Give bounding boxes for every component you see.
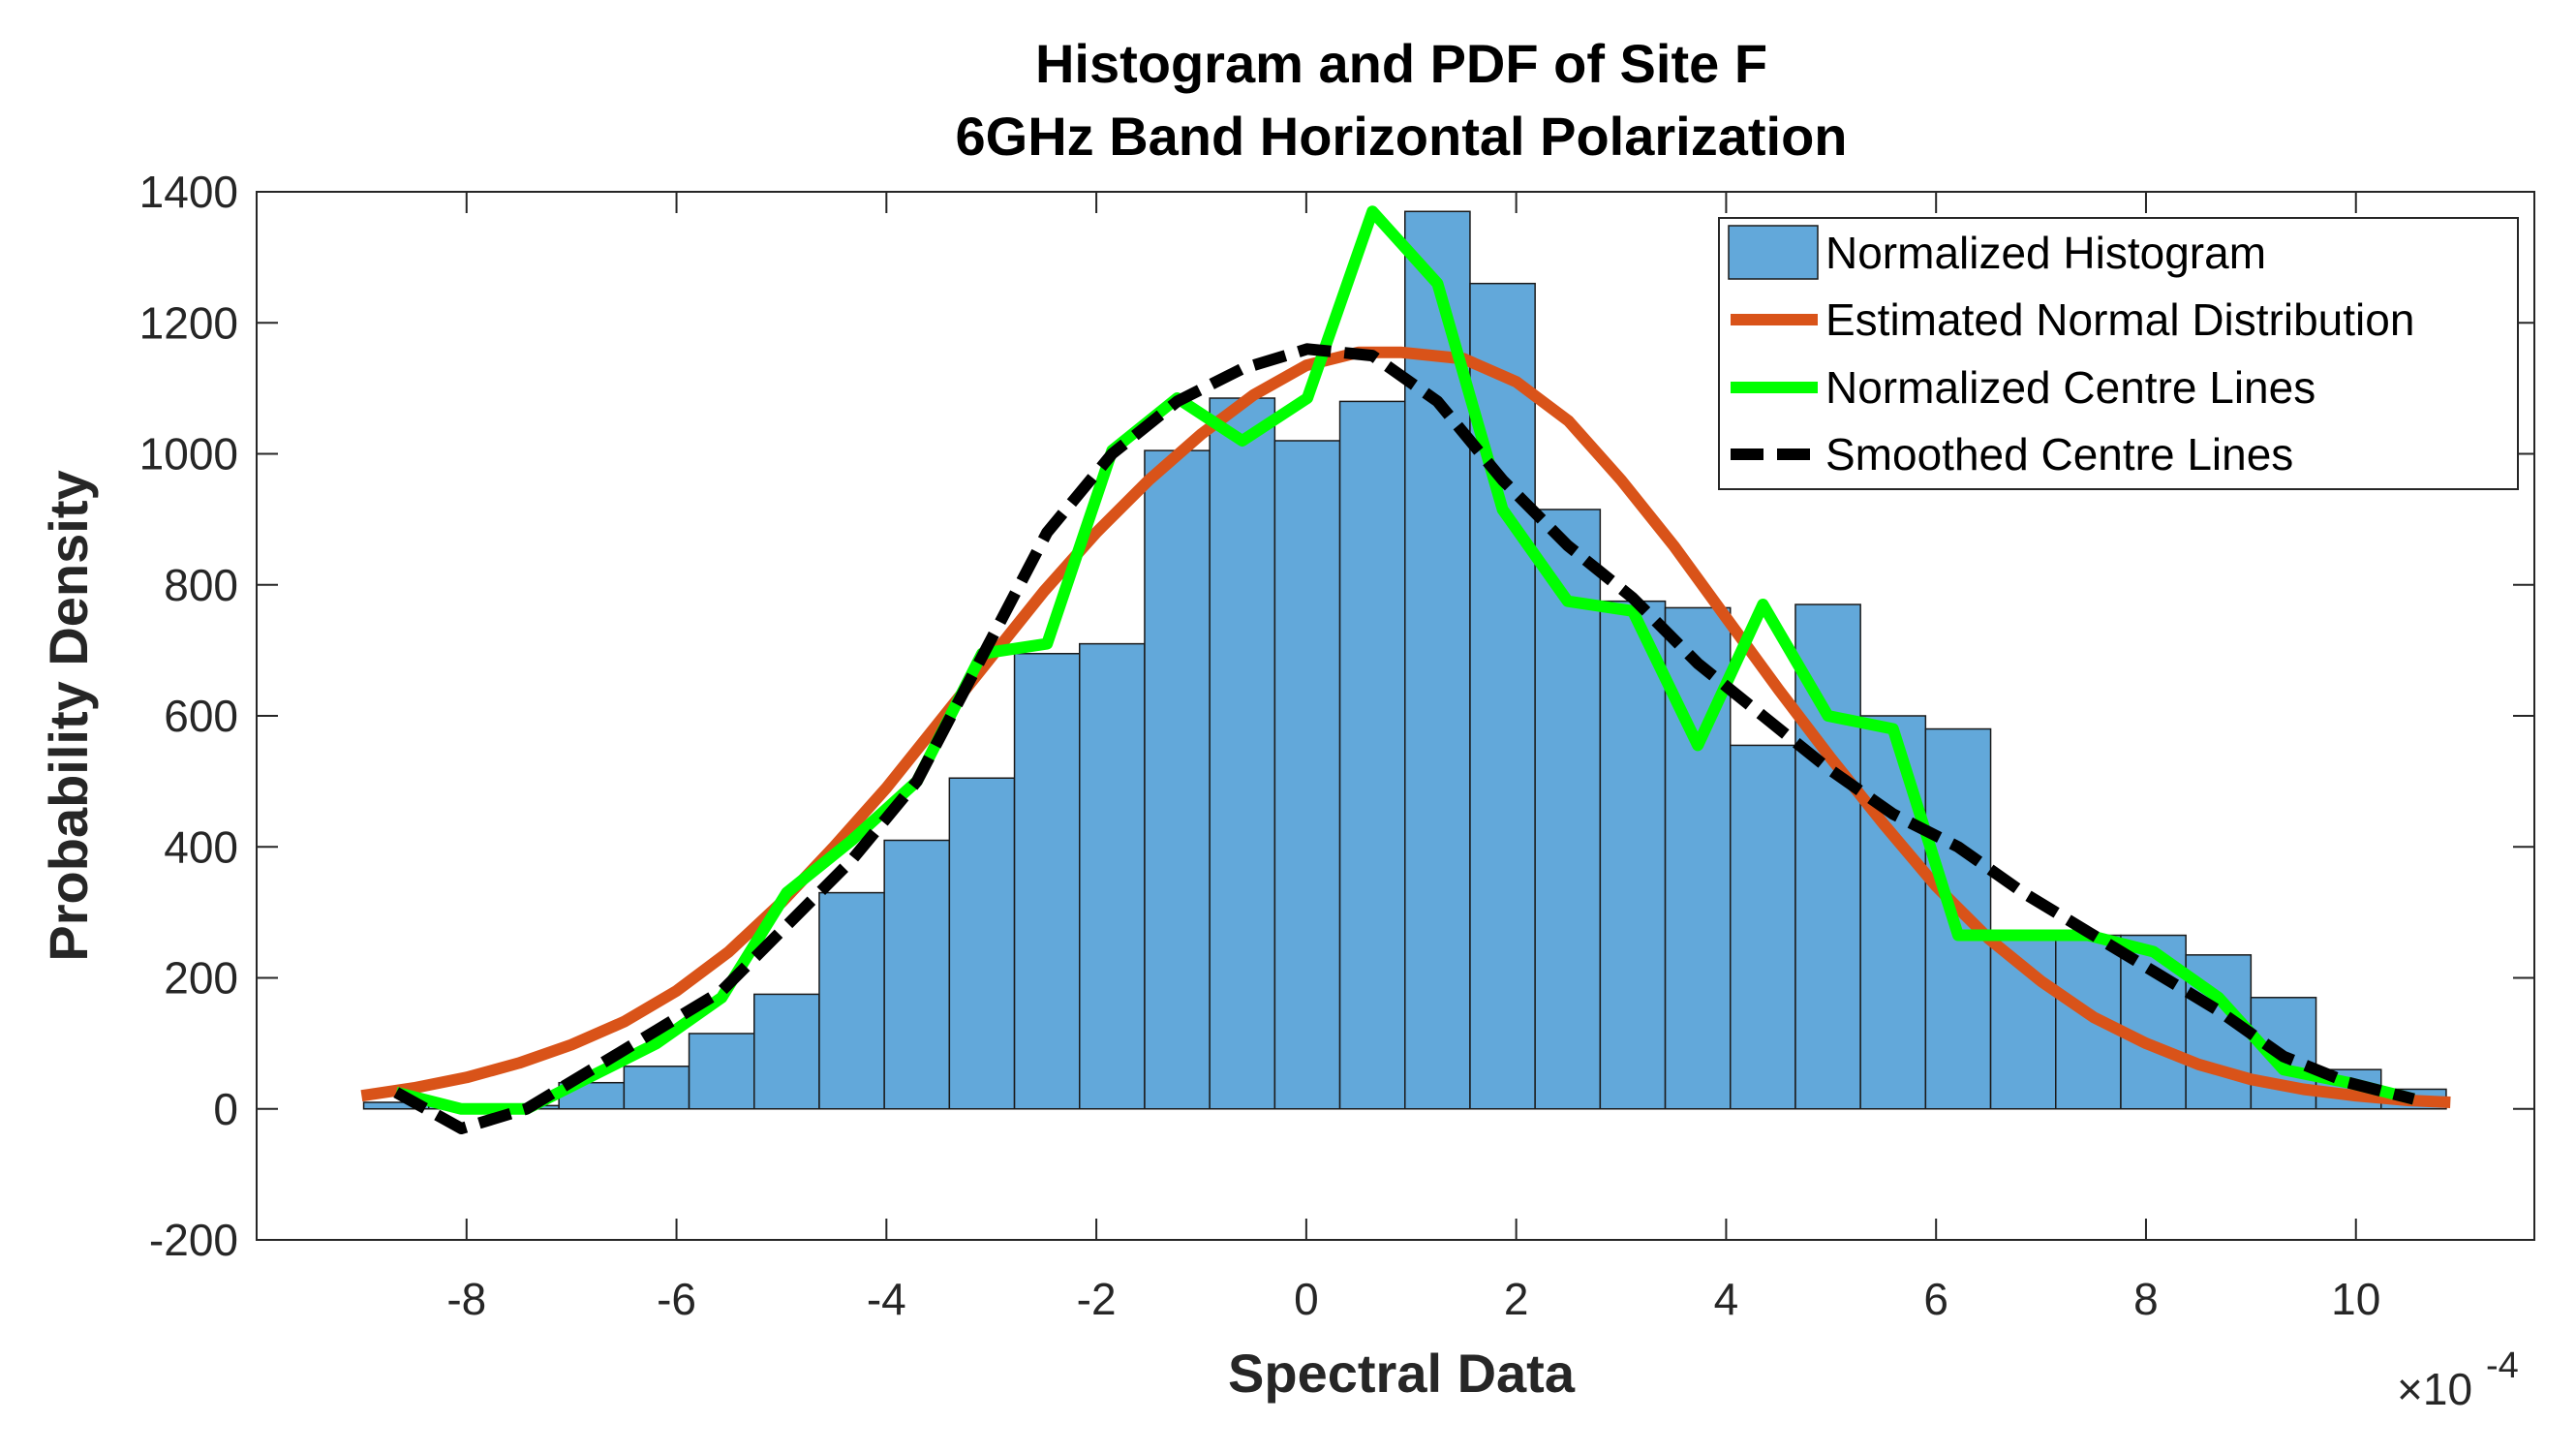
x-tick-label: 8: [2133, 1274, 2159, 1324]
legend-label-normal: Estimated Normal Distribution: [1825, 294, 2414, 345]
x-exponent-base: ×10: [2397, 1364, 2472, 1414]
smoothed-centre-lines-line: [393, 343, 2415, 1134]
y-tick-label: 1400: [139, 167, 238, 217]
x-exponent-power: -4: [2486, 1345, 2519, 1386]
histogram-bar: [1013, 653, 1081, 1110]
x-tick-label: -4: [867, 1274, 906, 1324]
x-tick-label: -6: [657, 1274, 696, 1324]
histogram-bar: [1730, 744, 1796, 1110]
histogram-bar: [623, 1066, 690, 1110]
normal-distribution-line: [360, 346, 2451, 1108]
legend-label-histogram: Normalized Histogram: [1825, 228, 2266, 278]
y-axis-label: Probability Density: [38, 470, 99, 961]
legend-swatch-histogram: [1728, 225, 1819, 280]
legend-box: [1718, 217, 2519, 490]
y-tick-label: 400: [164, 821, 238, 872]
series-lines: [360, 205, 2451, 1134]
histogram-bar: [1079, 642, 1146, 1110]
y-tick-label: 200: [164, 953, 238, 1004]
y-tick-label: 1200: [139, 297, 238, 348]
x-tick-label: -8: [446, 1274, 486, 1324]
x-tick-label: 2: [1504, 1274, 1529, 1324]
legend-label-smoothed: Smoothed Centre Lines: [1825, 429, 2293, 479]
legend-label-centre: Normalized Centre Lines: [1825, 362, 2315, 413]
x-tick-label: 10: [2331, 1274, 2380, 1324]
y-axis-ticks: -200 0 200 400 600 800 1000 1200 1400: [139, 167, 2534, 1265]
y-tick-label: 0: [213, 1084, 238, 1134]
y-tick-label: -200: [149, 1215, 238, 1265]
histogram-bar: [688, 1033, 755, 1110]
histogram-bar: [1469, 282, 1536, 1110]
x-axis-exponent: ×10 -4: [2397, 1345, 2519, 1414]
histogram-bar: [883, 839, 951, 1110]
histogram-bar: [1338, 400, 1406, 1110]
histogram-bar: [1273, 440, 1341, 1110]
chart-title-line-1: Histogram and PDF of Site F: [1035, 33, 1767, 94]
x-axis-label: Spectral Data: [1228, 1343, 1576, 1404]
histogram-bar: [818, 891, 885, 1110]
x-tick-label: 0: [1294, 1274, 1319, 1324]
y-tick-label: 600: [164, 691, 238, 741]
y-tick-label: 800: [164, 560, 238, 610]
x-tick-label: 6: [1923, 1274, 1948, 1324]
histogram-bar: [1859, 715, 1927, 1110]
histogram-bar: [1144, 449, 1211, 1110]
y-tick-label: 1000: [139, 429, 238, 479]
histogram-bar: [948, 777, 1016, 1110]
histogram-bar: [753, 993, 820, 1110]
histogram-bar: [1599, 600, 1667, 1110]
x-tick-label: 4: [1714, 1274, 1739, 1324]
x-axis-ticks: -8 -6 -4 -2 0 2 4 6 8 10: [446, 192, 2380, 1324]
legend: Normalized Histogram Estimated Normal Di…: [1718, 217, 2519, 490]
histogram-bar: [1209, 397, 1276, 1110]
chart-title-line-2: 6GHz Band Horizontal Polarization: [956, 106, 1848, 167]
x-tick-label: -2: [1077, 1274, 1117, 1324]
